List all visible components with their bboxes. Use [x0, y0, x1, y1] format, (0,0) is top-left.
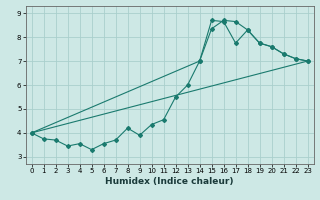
- X-axis label: Humidex (Indice chaleur): Humidex (Indice chaleur): [105, 177, 234, 186]
